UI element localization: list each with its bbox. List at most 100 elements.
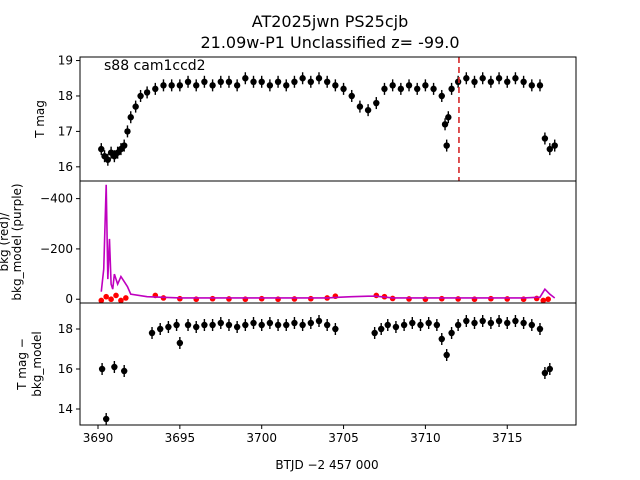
top-data-point <box>201 78 208 86</box>
middle-y-axis-label-line2: bkg_model (purple) <box>10 183 24 300</box>
top-data-point <box>422 82 429 89</box>
middle-y-tick-label: −200 <box>40 242 73 256</box>
middle-data-point <box>291 296 298 302</box>
bottom-data-point <box>242 321 249 329</box>
top-data-point <box>441 121 449 128</box>
top-data-point <box>193 82 200 89</box>
top-y-tick-label: 18 <box>58 89 73 103</box>
chart-title-line2: 21.09w-P1 Unclassified z= -99.0 <box>200 33 459 52</box>
x-tick-label: 3705 <box>328 431 359 445</box>
bottom-data-point <box>384 321 391 329</box>
bottom-data-point <box>417 321 424 329</box>
top-data-point <box>405 82 413 89</box>
bottom-data-point <box>111 363 118 371</box>
middle-data-point <box>540 297 547 304</box>
top-y-tick-label: 16 <box>58 160 73 174</box>
top-data-point <box>414 85 421 93</box>
bottom-data-point <box>332 325 339 333</box>
top-data-point <box>258 78 265 86</box>
top-data-point <box>504 78 511 86</box>
bottom-data-point <box>165 323 172 331</box>
x-tick-label: 3710 <box>410 431 441 445</box>
bottom-data-point <box>323 321 331 329</box>
top-data-point <box>127 114 134 121</box>
bottom-y-tick-label: 16 <box>58 362 73 376</box>
top-data-point <box>124 128 131 135</box>
bottom-data-point <box>173 321 180 329</box>
top-data-point <box>356 103 364 110</box>
bottom-data-point <box>120 367 128 375</box>
bottom-data-point <box>157 325 164 333</box>
top-data-point <box>242 75 249 82</box>
bottom-data-point <box>392 323 400 331</box>
middle-data-point <box>113 292 119 299</box>
bottom-data-point <box>209 321 216 329</box>
top-data-point <box>454 78 462 86</box>
top-axes-frame <box>79 56 577 182</box>
top-data-point <box>283 82 290 89</box>
top-data-point <box>487 78 495 86</box>
bottom-data-point <box>193 323 200 331</box>
bottom-data-point <box>443 351 450 359</box>
bottom-data-point <box>315 317 323 325</box>
bottom-data-point <box>291 319 298 327</box>
bottom-data-point <box>409 319 416 327</box>
middle-data-point <box>545 296 551 303</box>
middle-y-tick-label: 0 <box>65 292 73 306</box>
top-data-point <box>495 75 503 82</box>
panel-bottom: 14 16 18 T mag − bkg_model 3690 3695 3700 3705 37… <box>15 302 577 445</box>
bottom-data-point <box>148 329 156 337</box>
top-y-tick-label: 17 <box>58 124 73 138</box>
top-data-point <box>445 114 452 121</box>
bottom-data-point <box>184 321 192 329</box>
top-data-point <box>307 78 315 86</box>
top-data-point <box>546 145 554 153</box>
top-data-point <box>536 82 544 89</box>
bottom-data-point <box>307 319 315 327</box>
top-data-point <box>184 78 192 86</box>
top-data-point <box>233 82 241 89</box>
x-tick-label: 3690 <box>83 431 114 445</box>
bottom-data-point <box>425 319 432 327</box>
top-data-point <box>217 78 224 86</box>
bottom-data-point <box>378 325 385 333</box>
bottom-data-point <box>274 321 282 329</box>
top-data-point <box>299 75 306 82</box>
top-data-point <box>551 142 558 149</box>
bottom-data-point <box>495 317 503 325</box>
top-data-point <box>225 78 233 86</box>
bottom-data-point <box>528 321 536 329</box>
panel-top: 16 17 18 19 T mag s88 cam1ccd2 <box>33 54 577 182</box>
top-annotation: s88 cam1ccd2 <box>104 58 206 74</box>
bottom-data-point <box>102 415 110 423</box>
bottom-data-point <box>250 319 257 327</box>
middle-data-point <box>98 297 105 304</box>
top-data-point <box>98 145 105 153</box>
top-data-point <box>364 106 372 114</box>
top-data-point <box>520 78 527 86</box>
bottom-axes-frame <box>79 302 577 426</box>
top-data-point <box>152 85 159 93</box>
bottom-y-axis-label-line1: T mag − <box>15 338 29 391</box>
top-data-point <box>274 78 282 86</box>
bottom-data-point <box>266 319 274 327</box>
middle-data-point <box>103 293 109 300</box>
x-tick-label: 3695 <box>165 431 196 445</box>
bottom-data-point <box>463 317 470 325</box>
top-data-point <box>104 156 112 163</box>
middle-data-point <box>455 296 461 302</box>
bottom-data-point <box>98 365 106 373</box>
bottom-data-point <box>512 317 519 325</box>
bottom-data-point <box>471 319 478 327</box>
top-data-point <box>120 142 128 149</box>
bottom-data-point <box>454 321 462 329</box>
middle-y-tick-label: −400 <box>40 192 73 206</box>
top-data-point <box>176 82 184 89</box>
bottom-data-point <box>225 321 233 329</box>
top-data-point <box>471 78 478 86</box>
bottom-y-tick-label: 14 <box>58 402 73 416</box>
middle-data-point <box>123 295 129 301</box>
bottom-data-point <box>479 317 486 325</box>
top-data-point <box>541 135 549 142</box>
